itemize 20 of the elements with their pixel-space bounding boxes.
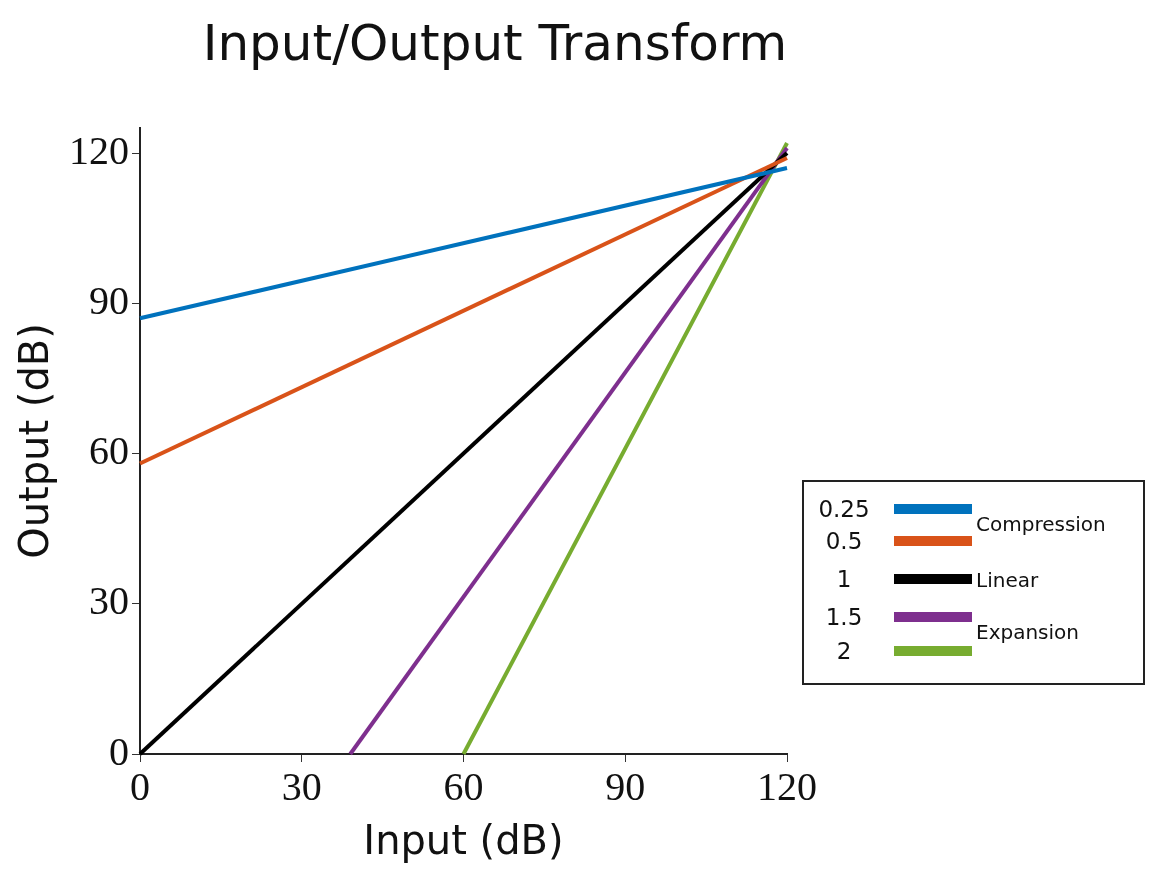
chart-title: Input/Output Transform bbox=[201, 14, 789, 72]
x-axis-title: Input (dB) bbox=[363, 817, 564, 864]
y-tick-label: 60 bbox=[89, 428, 129, 474]
legend-label: 1.5 bbox=[824, 604, 864, 630]
text: Compression bbox=[976, 512, 1106, 536]
legend-label: 0.5 bbox=[824, 528, 864, 554]
x-tick-label: 30 bbox=[281, 763, 322, 809]
text: Expansion bbox=[976, 620, 1079, 644]
legend-label: 2 bbox=[835, 638, 853, 664]
y-tick-label: 30 bbox=[89, 578, 129, 624]
text: Linear bbox=[976, 568, 1039, 592]
x-tick-label: 90 bbox=[605, 763, 646, 809]
y-tick-label: 90 bbox=[89, 277, 129, 323]
y-tick-label: 120 bbox=[69, 127, 129, 173]
x-tick-label: 120 bbox=[757, 763, 817, 809]
legend-label: 0.25 bbox=[817, 496, 871, 522]
x-tick-label: 60 bbox=[443, 763, 484, 809]
legend-label: 1 bbox=[835, 566, 853, 592]
y-tick-label: 0 bbox=[109, 728, 129, 774]
y-axis-title: Output (dB) bbox=[11, 323, 58, 559]
